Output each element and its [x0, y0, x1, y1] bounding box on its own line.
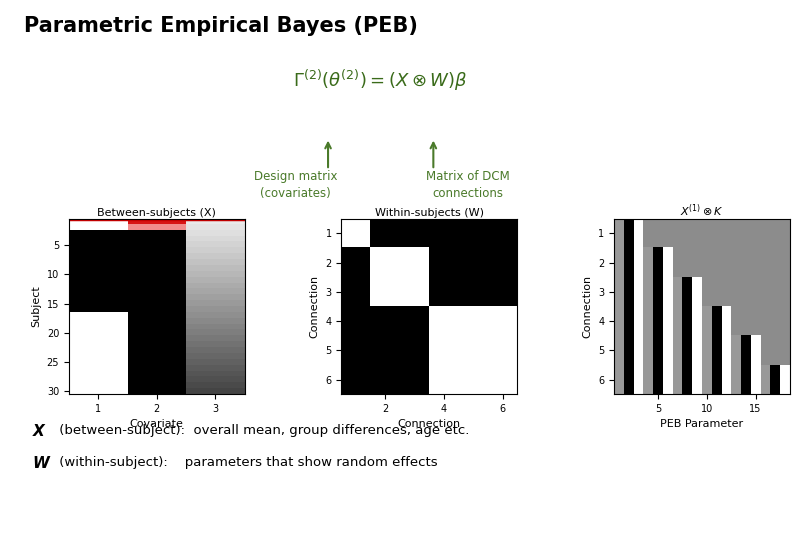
Text: (between-subject):  overall mean, group differences, age etc.: (between-subject): overall mean, group d…	[55, 424, 470, 437]
Text: Matrix of DCM
connections: Matrix of DCM connections	[426, 170, 510, 200]
Y-axis label: Connection: Connection	[582, 275, 592, 338]
Title: Within-subjects (W): Within-subjects (W)	[375, 208, 484, 218]
X-axis label: Connection: Connection	[398, 420, 461, 429]
Text: Design matrix
(covariates): Design matrix (covariates)	[254, 170, 338, 200]
Title: $X^{(1)} \otimes K$: $X^{(1)} \otimes K$	[680, 202, 724, 219]
X-axis label: PEB Parameter: PEB Parameter	[660, 420, 744, 429]
Text: Parametric Empirical Bayes (PEB): Parametric Empirical Bayes (PEB)	[24, 16, 418, 36]
Title: Between-subjects (X): Between-subjects (X)	[97, 208, 216, 218]
Y-axis label: Connection: Connection	[310, 275, 320, 338]
Y-axis label: Subject: Subject	[31, 286, 41, 327]
Text: $\Gamma^{(2)}(\theta^{(2)}) = (X \otimes W)\beta$: $\Gamma^{(2)}(\theta^{(2)}) = (X \otimes…	[293, 68, 468, 93]
Text: X: X	[32, 424, 45, 439]
Text: (within-subject):    parameters that show random effects: (within-subject): parameters that show r…	[55, 456, 437, 469]
Text: W: W	[32, 456, 49, 471]
X-axis label: Covariate: Covariate	[130, 420, 184, 429]
